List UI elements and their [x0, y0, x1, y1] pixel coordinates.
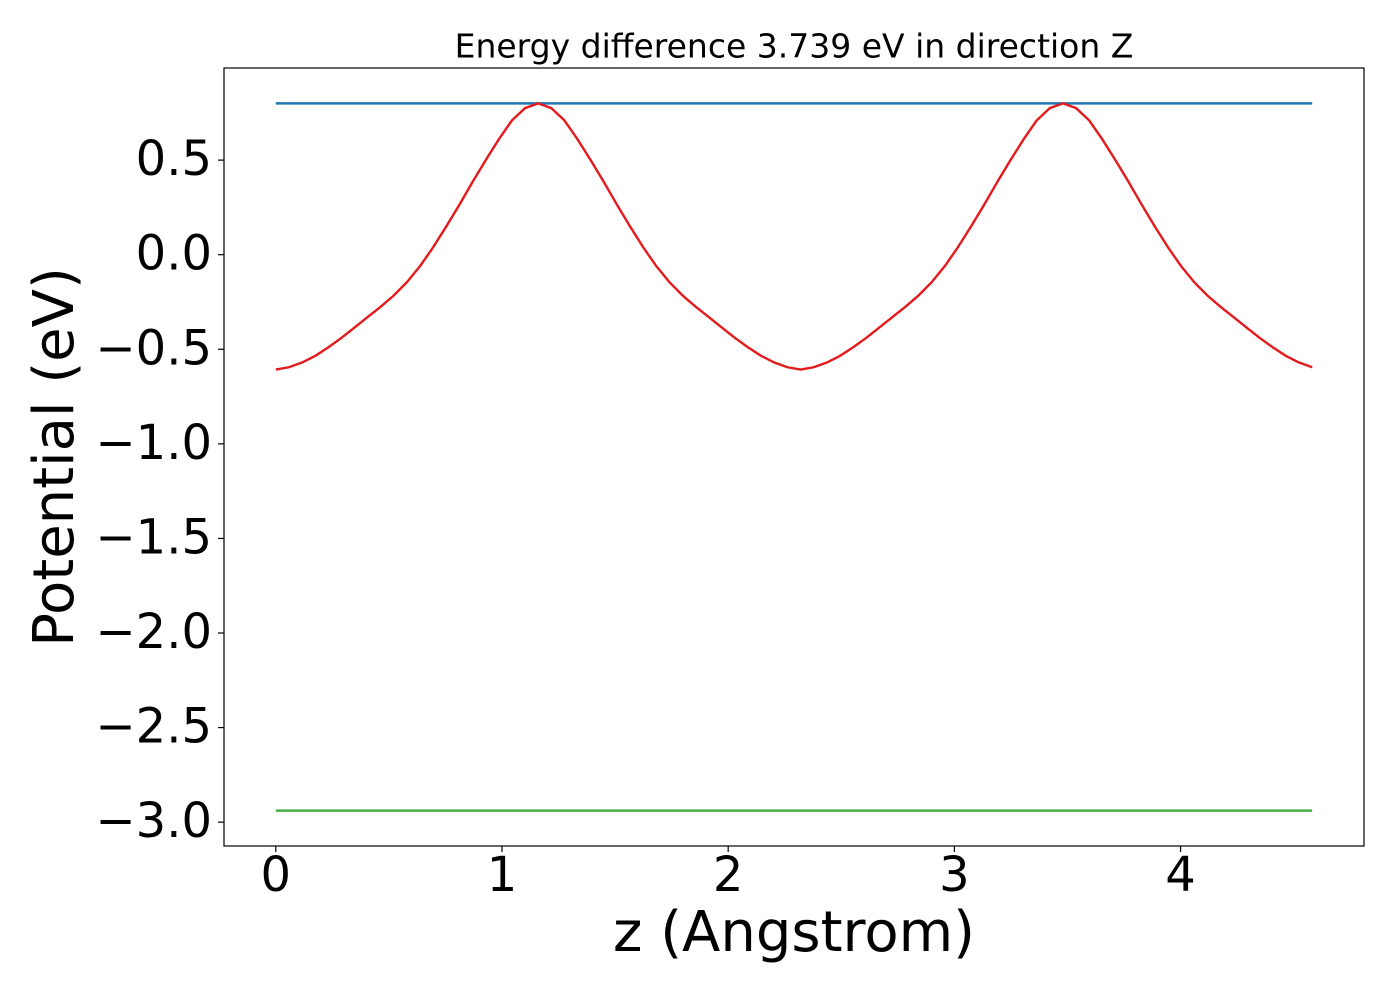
- y-tick-label: −1.5: [95, 509, 212, 565]
- x-tick-label: 2: [713, 847, 744, 903]
- y-axis-label: Potential (eV): [22, 267, 87, 647]
- y-tick-label: −3.0: [95, 793, 212, 849]
- chart-title: Energy difference 3.739 eV in direction …: [455, 27, 1134, 66]
- y-tick-label: −2.0: [95, 604, 212, 660]
- x-axis-label: z (Angstrom): [613, 900, 975, 965]
- x-tick-label: 4: [1165, 847, 1196, 903]
- x-tick-label: 1: [487, 847, 518, 903]
- x-tick-label: 3: [939, 847, 970, 903]
- y-tick-label: −1.0: [95, 415, 212, 471]
- y-tick-label: −2.5: [95, 699, 212, 755]
- y-tick-label: 0.0: [136, 226, 212, 282]
- y-tick-label: 0.5: [136, 131, 212, 187]
- plot-frame: [223, 67, 1365, 847]
- x-tick-label: 0: [261, 847, 292, 903]
- line-series: [275, 102, 1313, 371]
- y-tick-label: −0.5: [95, 320, 212, 376]
